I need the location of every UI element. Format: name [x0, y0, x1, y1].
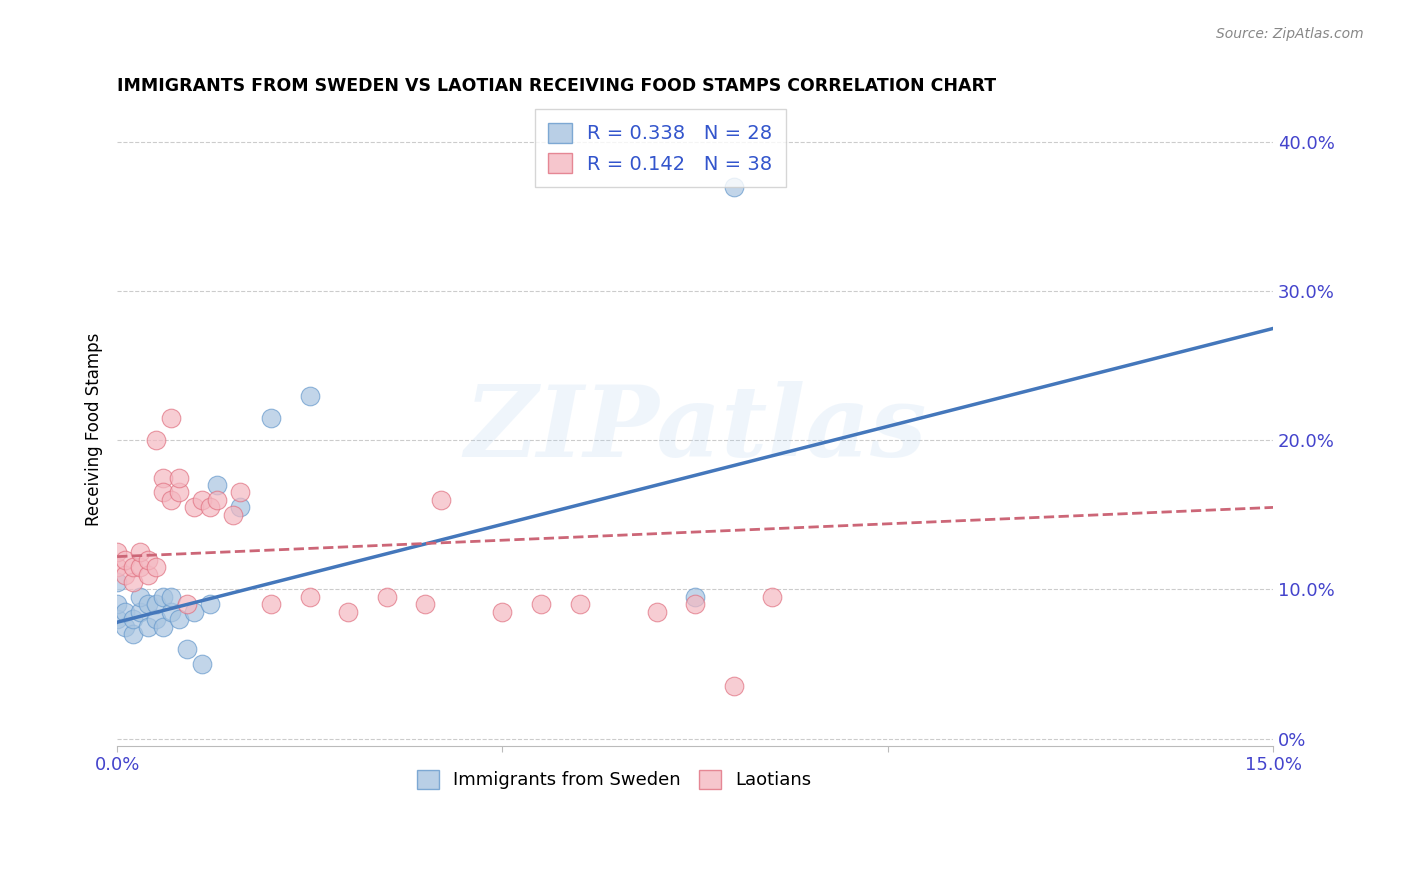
Point — [114, 567, 136, 582]
Point — [114, 552, 136, 566]
Point — [129, 545, 152, 559]
Point — [152, 470, 174, 484]
Point — [160, 605, 183, 619]
Point — [723, 179, 745, 194]
Point — [105, 612, 128, 626]
Point — [167, 470, 190, 484]
Point — [191, 657, 214, 671]
Point — [136, 567, 159, 582]
Point — [145, 434, 167, 448]
Point — [430, 492, 453, 507]
Point — [207, 492, 229, 507]
Point — [152, 620, 174, 634]
Point — [105, 598, 128, 612]
Point — [183, 605, 205, 619]
Point — [105, 574, 128, 589]
Legend: Immigrants from Sweden, Laotians: Immigrants from Sweden, Laotians — [406, 759, 823, 800]
Point — [129, 560, 152, 574]
Point — [645, 605, 668, 619]
Point — [222, 508, 245, 522]
Point — [114, 605, 136, 619]
Point — [114, 620, 136, 634]
Point — [298, 388, 321, 402]
Point — [298, 590, 321, 604]
Y-axis label: Receiving Food Stamps: Receiving Food Stamps — [86, 333, 103, 525]
Point — [129, 605, 152, 619]
Point — [145, 560, 167, 574]
Point — [198, 500, 221, 515]
Point — [167, 612, 190, 626]
Point — [136, 552, 159, 566]
Point — [136, 620, 159, 634]
Point — [152, 485, 174, 500]
Point — [723, 679, 745, 693]
Point — [167, 485, 190, 500]
Point — [129, 590, 152, 604]
Point — [136, 598, 159, 612]
Point — [530, 598, 553, 612]
Point — [160, 492, 183, 507]
Point — [375, 590, 398, 604]
Point — [105, 545, 128, 559]
Point — [160, 590, 183, 604]
Text: IMMIGRANTS FROM SWEDEN VS LAOTIAN RECEIVING FOOD STAMPS CORRELATION CHART: IMMIGRANTS FROM SWEDEN VS LAOTIAN RECEIV… — [117, 78, 997, 95]
Point — [145, 598, 167, 612]
Point — [198, 598, 221, 612]
Point — [491, 605, 513, 619]
Point — [105, 560, 128, 574]
Point — [176, 598, 198, 612]
Point — [415, 598, 437, 612]
Point — [761, 590, 783, 604]
Point — [191, 492, 214, 507]
Point — [207, 478, 229, 492]
Point — [121, 627, 143, 641]
Point — [683, 598, 706, 612]
Point — [568, 598, 591, 612]
Point — [121, 612, 143, 626]
Point — [183, 500, 205, 515]
Point — [260, 598, 283, 612]
Point — [160, 411, 183, 425]
Point — [229, 485, 252, 500]
Point — [121, 560, 143, 574]
Point — [176, 642, 198, 657]
Text: ZIPatlas: ZIPatlas — [464, 381, 927, 477]
Point — [683, 590, 706, 604]
Point — [229, 500, 252, 515]
Point — [152, 590, 174, 604]
Text: Source: ZipAtlas.com: Source: ZipAtlas.com — [1216, 27, 1364, 41]
Point — [260, 411, 283, 425]
Point — [121, 574, 143, 589]
Point — [337, 605, 360, 619]
Point — [145, 612, 167, 626]
